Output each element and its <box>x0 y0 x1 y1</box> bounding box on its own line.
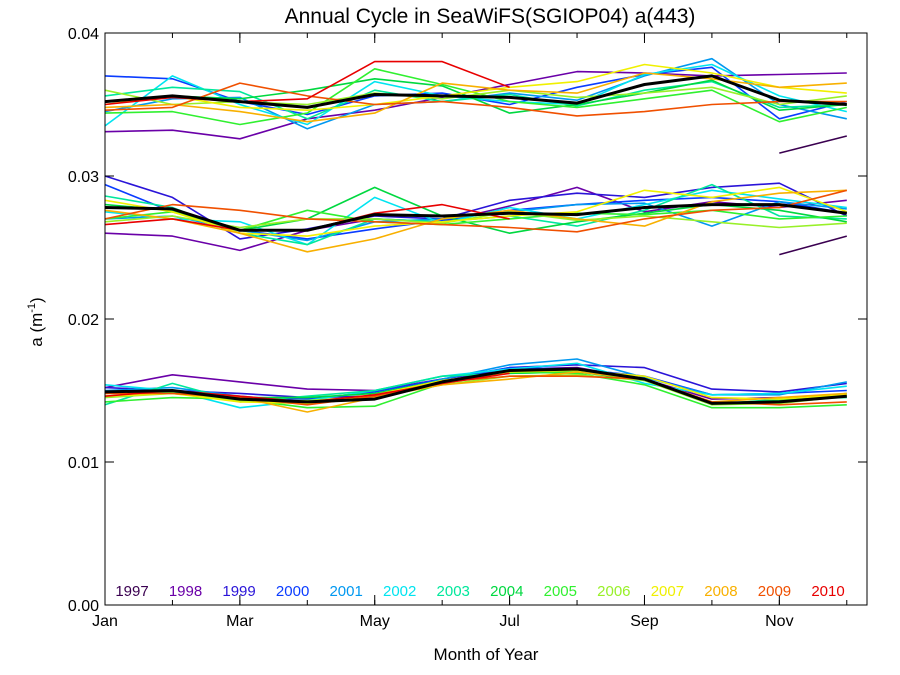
mean-layer <box>104 74 847 405</box>
x-tick-label: Jul <box>499 613 519 630</box>
legend-entry-2008: 2008 <box>704 583 737 600</box>
legend-entry-2007: 2007 <box>651 583 684 600</box>
legend-entry-1999: 1999 <box>222 583 255 600</box>
legend-entry-2003: 2003 <box>437 583 470 600</box>
y-tick-label: 0.01 <box>68 455 99 472</box>
series-line-2004-band-3 <box>104 78 847 114</box>
mean-line-band-3 <box>104 74 847 109</box>
series-line-1997-band-2 <box>779 235 848 256</box>
y-tick-label: 0.04 <box>68 26 99 43</box>
legend-entry-2004: 2004 <box>490 583 523 600</box>
y-axis-label-unit-exponent: -1 <box>26 303 38 313</box>
x-tick-label: Nov <box>765 613 793 630</box>
plot-frame <box>104 32 868 606</box>
x-tick-label: Mar <box>226 613 254 630</box>
legend-entry-2009: 2009 <box>758 583 791 600</box>
legend-entry-2006: 2006 <box>597 583 630 600</box>
series-line-2007-band-3 <box>104 63 847 111</box>
mean-line-band-1 <box>104 367 847 405</box>
x-tick-label: Sep <box>630 613 659 630</box>
y-tick-label: 0.00 <box>68 598 99 615</box>
ticks-layer: 0.00 0.01 0.02 0.03 0.04 Jan Mar May Jul Sep Nov <box>68 26 867 630</box>
legend-entry-2010: 2010 <box>811 583 844 600</box>
x-axis-label: Month of Year <box>434 645 539 664</box>
series-line-1997-band-3 <box>779 135 847 154</box>
legend: 1997 1998 1999 2000 2001 2002 2003 2004 2005 2006… <box>115 583 844 600</box>
chart-title: Annual Cycle in SeaWiFS(SGIOP04) a(443) <box>285 5 696 28</box>
y-axis-label: a (m-1) <box>26 297 46 346</box>
y-axis-label-main: a (m <box>27 313 46 347</box>
series-layer <box>104 57 848 413</box>
legend-entry-1997: 1997 <box>115 583 148 600</box>
series-line-1999-band-2 <box>104 175 848 240</box>
legend-entry-2000: 2000 <box>276 583 309 600</box>
legend-entry-2001: 2001 <box>329 583 362 600</box>
y-axis-label-close: ) <box>27 297 46 303</box>
mean-line-band-2 <box>104 203 847 232</box>
series-line-2002-band-1 <box>104 362 847 409</box>
series-line-2005-band-3 <box>104 68 847 126</box>
y-tick-label: 0.03 <box>68 169 99 186</box>
legend-entry-2005: 2005 <box>544 583 577 600</box>
series-line-2009-band-3 <box>104 82 847 117</box>
series-line-2009-band-2 <box>104 189 847 233</box>
y-tick-label: 0.02 <box>68 312 99 329</box>
x-tick-label: Jan <box>92 613 118 630</box>
x-tick-label: May <box>360 613 390 630</box>
legend-entry-1998: 1998 <box>169 583 202 600</box>
legend-entry-2002: 2002 <box>383 583 416 600</box>
series-line-2007-band-2 <box>104 186 848 237</box>
